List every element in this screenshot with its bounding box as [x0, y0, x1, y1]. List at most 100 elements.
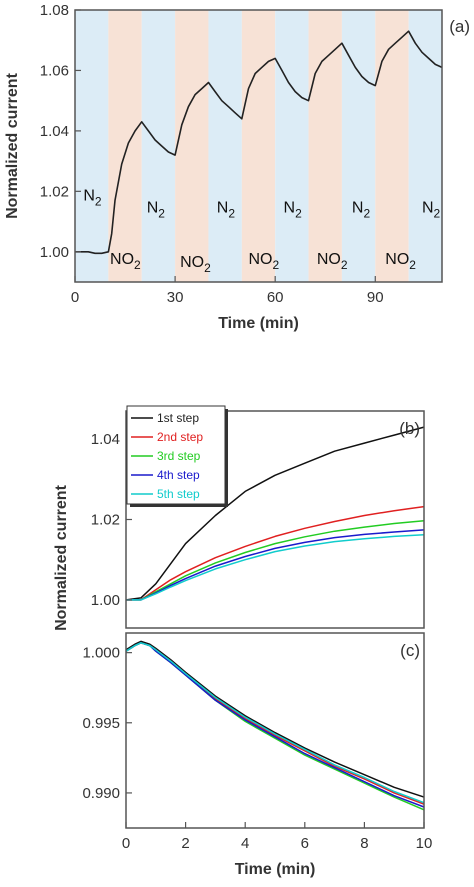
gas-label-main: N: [147, 199, 159, 216]
panel-c-x-tick-label: 8: [360, 835, 368, 852]
panel-c-x-tick-label: 10: [416, 835, 433, 852]
gas-label: NO2: [385, 251, 416, 272]
gas-label-subscript: 2: [158, 206, 165, 220]
gas-label-main: N: [217, 199, 229, 216]
gas-label-main: N: [422, 199, 434, 216]
panel-a-x-tick-label: 0: [71, 289, 79, 306]
panel-c-y-tick-label: 0.995: [82, 715, 120, 732]
gas-label: N2: [352, 199, 371, 220]
panel-bc-y-axis-title: Normalized current: [53, 484, 70, 630]
panel-c-frame: [125, 632, 425, 829]
panel-c-x-tick-label: 2: [181, 835, 189, 852]
legend-entry-5: 5th step: [157, 487, 200, 501]
panel-c-x-ticks: 0 2 4 6 8 10: [122, 822, 433, 852]
gas-band-no2: [241, 10, 276, 282]
gas-label: N2: [422, 199, 441, 220]
gas-label-main: N: [83, 187, 95, 204]
panel-b-label: (b): [399, 419, 420, 438]
legend-entry-3: 3rd step: [157, 449, 201, 463]
gas-label: NO2: [248, 251, 279, 272]
gas-label-main: N: [284, 199, 296, 216]
gas-band-n2: [141, 10, 176, 282]
gas-band-n2: [75, 10, 109, 282]
gas-label-main: N: [352, 199, 364, 216]
panel-a-label: (a): [449, 17, 470, 36]
gas-label: N2: [284, 199, 303, 220]
gas-band-no2: [108, 10, 142, 282]
panel-a-x-tick-label: 60: [267, 289, 284, 306]
panel-c-x-tick-label: 6: [301, 835, 309, 852]
panel-a-y-tick-label: 1.00: [40, 244, 69, 261]
panel-b-y-tick-label: 1.00: [91, 592, 120, 609]
panel-c-series-line-5: [125, 642, 425, 804]
panel-b-y-ticks: 1.00 1.02 1.04: [91, 431, 132, 609]
panel-c-x-axis-title: Time (min): [235, 861, 316, 878]
gas-label-subscript: 2: [95, 194, 102, 208]
panel-b-series-line-1: [125, 426, 425, 601]
gas-label: N2: [147, 199, 166, 220]
gas-label-subscript: 2: [409, 258, 416, 272]
gas-label-subscript: 2: [228, 206, 235, 220]
panel-c-y-ticks: 0.990 0.995 1.000: [82, 645, 132, 802]
panel-b-y-tick-label: 1.02: [91, 512, 120, 529]
gas-label: NO2: [317, 251, 348, 272]
gas-label-subscript: 2: [134, 258, 141, 272]
panel-a-y-tick-label: 1.02: [40, 183, 69, 200]
panel-a-gas-bands: [75, 10, 442, 282]
gas-label-main: NO: [317, 251, 341, 268]
panel-b-series-line-3: [126, 519, 425, 601]
legend-entry-2: 2nd step: [157, 430, 203, 444]
panel-b-series-line-5: [126, 534, 425, 601]
panel-c-chart: 0 2 4 6 8 10 0.990 0.995 1.000 (c) Time (min): [82, 632, 433, 878]
gas-label-subscript: 2: [295, 206, 302, 220]
panel-a-x-ticks: 0 30 60 90: [71, 276, 384, 306]
panel-a-x-tick-label: 90: [367, 289, 384, 306]
gas-label: N2: [217, 199, 236, 220]
panel-b-legend: 1st step 2nd step 3rd step 4th step 5th step: [126, 405, 228, 507]
panel-a-series: [75, 30, 443, 255]
panel-c-y-tick-label: 1.000: [82, 645, 120, 662]
panel-b-series-line-2: [126, 505, 425, 601]
panel-a-y-tick-label: 1.06: [40, 62, 69, 79]
legend-box: [126, 405, 226, 505]
panel-c-y-tick-label: 0.990: [82, 785, 120, 802]
gas-label-subscript: 2: [204, 261, 211, 275]
panel-c-series-line-4: [125, 642, 425, 808]
gas-label-main: NO: [248, 251, 272, 268]
gas-band-no2: [175, 10, 209, 282]
panel-c-series: [125, 640, 425, 811]
panel-a-frame: [74, 9, 443, 283]
gas-label-subscript: 2: [272, 258, 279, 272]
legend-entry-4: 4th step: [157, 468, 200, 482]
gas-band-no2: [308, 10, 342, 282]
panel-a-y-tick-label: 1.08: [40, 2, 69, 19]
gas-label-subscript: 2: [341, 258, 348, 272]
panel-a-x-tick-label: 30: [167, 289, 184, 306]
gas-label: NO2: [180, 254, 211, 275]
gas-label: NO2: [110, 251, 141, 272]
gas-label-subscript: 2: [434, 206, 441, 220]
panel-c-x-tick-label: 0: [122, 835, 130, 852]
panel-b-chart: 1.00 1.02 1.04 1st step 2nd step 3rd step 4th…: [91, 405, 425, 629]
gas-band-n2: [275, 10, 309, 282]
panel-c-x-tick-label: 4: [241, 835, 249, 852]
panel-c-series-line-1: [125, 640, 425, 798]
gas-label-subscript: 2: [363, 206, 370, 220]
panel-c-label: (c): [400, 641, 420, 660]
gas-band-no2: [375, 10, 409, 282]
gas-label: N2: [83, 187, 102, 208]
legend-entry-1: 1st step: [157, 411, 199, 425]
panel-b-y-tick-label: 1.04: [91, 431, 120, 448]
panel-a-x-axis-title: Time (min): [218, 315, 299, 332]
panel-b-series: [125, 426, 425, 601]
gas-band-n2: [408, 10, 442, 282]
gas-label-main: NO: [110, 251, 134, 268]
panel-a-y-axis-title: Normalized current: [4, 72, 21, 218]
panel-c-series-line-2: [125, 642, 425, 805]
gas-label-main: NO: [385, 251, 409, 268]
panel-a-series-line-1: [75, 30, 443, 255]
gas-band-n2: [208, 10, 242, 282]
